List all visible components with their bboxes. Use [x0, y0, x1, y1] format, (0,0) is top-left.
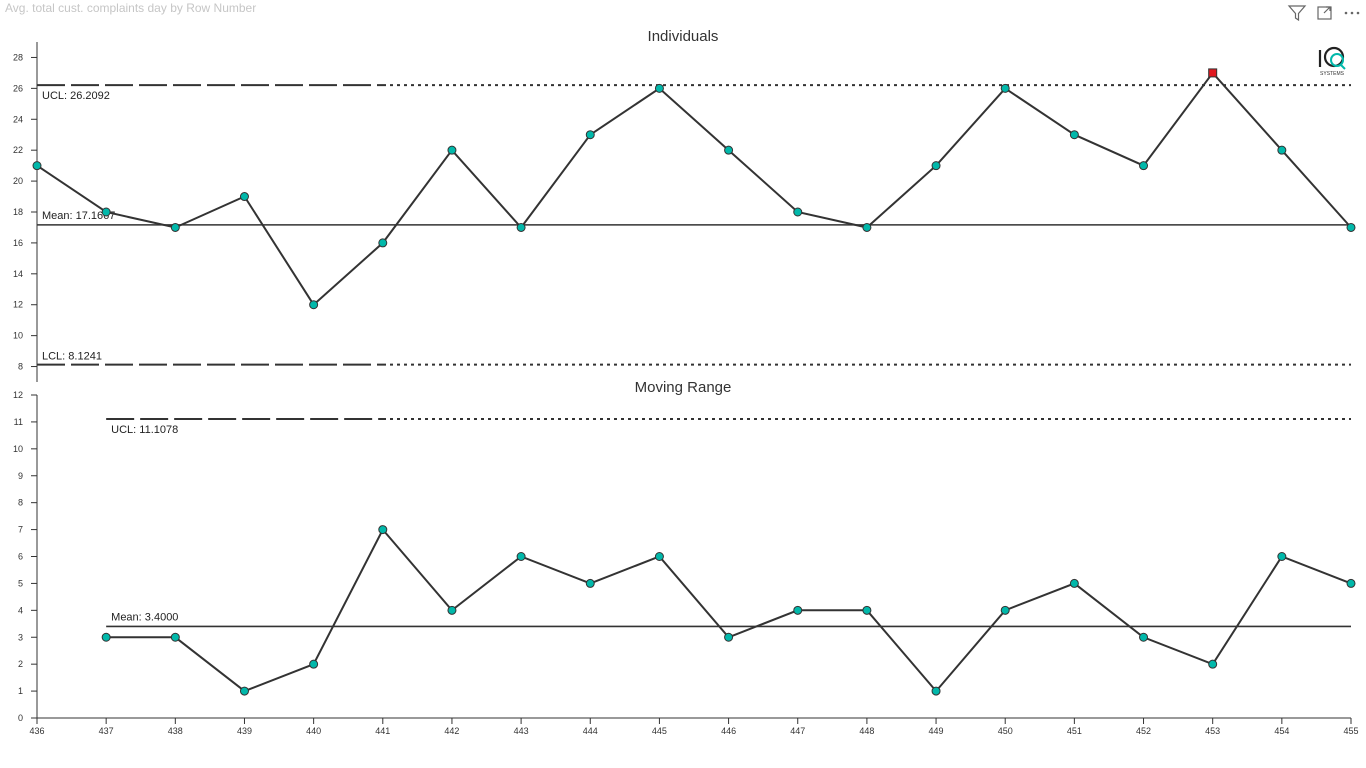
individuals-y-tick-label: 16: [13, 238, 23, 248]
individuals-data-point: [516, 222, 526, 232]
x-tick-label: 454: [1274, 726, 1289, 736]
pq-systems-logo-icon: SYSTEMS: [1318, 46, 1346, 77]
individuals-ucl-label: UCL: 26.2092: [42, 90, 110, 102]
moving-range-data-point: [862, 605, 872, 615]
x-tick-label: 446: [721, 726, 736, 736]
individuals-y-tick-label: 22: [13, 145, 23, 155]
moving-range-ucl-label: UCL: 11.1078: [111, 424, 178, 436]
x-tick-label: 452: [1136, 726, 1151, 736]
individuals-data-point: [1277, 145, 1287, 155]
x-tick-label: 439: [237, 726, 252, 736]
individuals-y-tick-label: 26: [13, 83, 23, 93]
individuals-y-tick-label: 10: [13, 331, 23, 341]
more-options-icon[interactable]: [1342, 4, 1362, 22]
moving-range-y-tick-label: 5: [18, 578, 23, 588]
moving-range-chart-title: Moving Range: [635, 379, 732, 396]
x-tick-label: 447: [790, 726, 805, 736]
individuals-data-point: [309, 300, 319, 310]
moving-range-y-tick-label: 7: [18, 525, 23, 535]
moving-range-y-tick-label: 11: [14, 417, 23, 427]
moving-range-y-tick-label: 8: [18, 498, 23, 508]
moving-range-y-tick-label: 2: [18, 659, 23, 669]
moving-range-data-point: [101, 632, 111, 642]
moving-range-data-point: [1000, 605, 1010, 615]
moving-range-data-point: [1346, 578, 1356, 588]
x-tick-label: 448: [859, 726, 874, 736]
individuals-data-point: [32, 161, 42, 171]
moving-range-data-point: [793, 605, 803, 615]
focus-mode-icon[interactable]: [1315, 4, 1335, 22]
moving-range-data-point: [1277, 552, 1287, 561]
individuals-data-point: [1000, 83, 1010, 93]
x-tick-label: 438: [168, 726, 183, 736]
x-tick-label: 436: [29, 726, 44, 736]
individuals-y-tick-label: 24: [13, 114, 23, 124]
moving-range-data-point: [516, 552, 526, 561]
individuals-series-line: [36, 71, 1352, 307]
logo-text: SYSTEMS: [1320, 71, 1345, 77]
individuals-data-point: [378, 238, 388, 248]
filter-icon[interactable]: [1287, 4, 1307, 22]
individuals-chart-title: Individuals: [648, 28, 719, 45]
individuals-y-tick-label: 8: [18, 362, 23, 372]
individuals-y-tick-label: 28: [13, 52, 23, 62]
moving-range-data-point: [931, 686, 941, 696]
moving-range-data-point: [378, 525, 388, 535]
moving-range-y-tick-label: 10: [13, 444, 23, 454]
individuals-data-point: [585, 130, 595, 140]
individuals-data-point: [793, 207, 803, 217]
x-tick-label: 455: [1343, 726, 1358, 736]
individuals-y-tick-label: 14: [13, 269, 23, 279]
individuals-data-point: [239, 192, 249, 202]
individuals-data-point: [1069, 130, 1079, 140]
individuals-data-point: [1139, 161, 1149, 171]
moving-range-data-point: [724, 632, 734, 642]
x-tick-label: 450: [998, 726, 1013, 736]
individuals-lcl-label: LCL: 8.1241: [42, 351, 102, 363]
x-tick-label: 451: [1067, 726, 1082, 736]
moving-range-series-line: [106, 527, 1352, 693]
moving-range-data-point: [170, 632, 180, 642]
visual-title: Avg. total cust. complaints day by Row N…: [5, 1, 257, 15]
moving-range-data-point: [654, 552, 664, 561]
individuals-y-tick-label: 12: [13, 300, 23, 310]
moving-range-data-point: [309, 659, 319, 669]
x-tick-label: 440: [306, 726, 321, 736]
x-tick-label: 445: [652, 726, 667, 736]
individuals-data-point: [654, 83, 664, 93]
x-tick-label: 437: [99, 726, 114, 736]
individuals-out-of-control-point: [1208, 68, 1218, 78]
moving-range-y-tick-label: 3: [18, 632, 23, 642]
x-tick-label: 443: [514, 726, 529, 736]
moving-range-y-tick-label: 6: [18, 552, 23, 562]
moving-range-mean-label: Mean: 3.4000: [111, 611, 178, 623]
moving-range-y-tick-label: 9: [18, 471, 23, 481]
moving-range-y-tick-label: 12: [13, 390, 23, 400]
individuals-data-point: [101, 207, 111, 217]
individuals-data-point: [1346, 222, 1356, 232]
x-tick-label: 453: [1205, 726, 1220, 736]
individuals-mean-label: Mean: 17.1667: [42, 210, 115, 222]
individuals-y-tick-label: 18: [13, 207, 23, 217]
individuals-data-point: [931, 161, 941, 171]
moving-range-data-point: [1208, 659, 1218, 669]
moving-range-y-tick-label: 0: [18, 713, 23, 723]
individuals-y-tick-label: 20: [13, 176, 23, 186]
moving-range-data-point: [239, 686, 249, 696]
moving-range-data-point: [585, 578, 595, 588]
x-tick-label: 442: [444, 726, 459, 736]
individuals-data-point: [170, 222, 180, 232]
individuals-data-point: [724, 145, 734, 155]
individuals-data-point: [447, 145, 457, 155]
moving-range-data-point: [1139, 632, 1149, 642]
moving-range-data-point: [1069, 578, 1079, 588]
moving-range-data-point: [447, 605, 457, 615]
individuals-data-point: [862, 222, 872, 232]
moving-range-y-tick-label: 4: [18, 605, 23, 615]
x-tick-label: 449: [929, 726, 944, 736]
moving-range-y-tick-label: 1: [18, 686, 23, 696]
x-tick-label: 444: [583, 726, 598, 736]
x-tick-label: 441: [375, 726, 390, 736]
